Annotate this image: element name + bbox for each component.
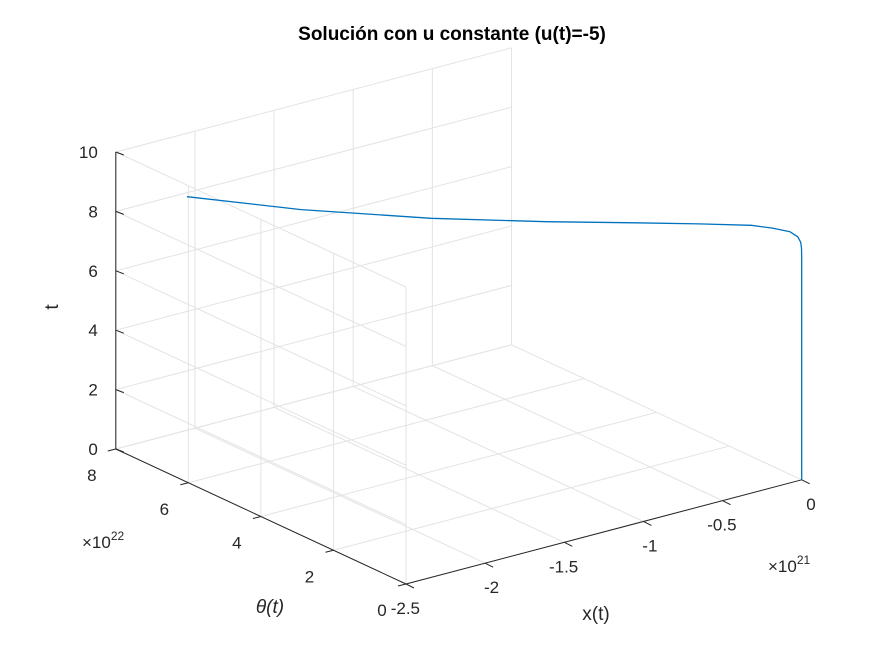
z-tick <box>115 448 124 453</box>
grid-line <box>115 270 407 407</box>
z-axis-label: t <box>42 304 63 310</box>
x-axis-line <box>405 479 802 585</box>
z-tick-label: 10 <box>79 143 98 162</box>
x-tick-label: 0 <box>806 495 815 514</box>
axis-layer <box>107 151 810 589</box>
x-exponent-label: ×1021 <box>768 553 811 576</box>
y-tick <box>397 583 407 587</box>
x-tick <box>801 479 810 485</box>
y-tick-label: 6 <box>160 500 169 519</box>
x-tick-label: -1 <box>642 536 657 555</box>
grid-line <box>115 329 407 466</box>
y-axis-label: θ(t) <box>256 597 284 618</box>
y-tick-label: 2 <box>305 567 314 586</box>
z-tick-label: 6 <box>88 262 97 281</box>
x-tick-label: -0.5 <box>707 516 736 535</box>
series-layer <box>186 196 803 480</box>
y-tick <box>325 549 334 553</box>
x-tick <box>643 521 652 526</box>
grid-line <box>115 210 407 347</box>
y-tick-label: 4 <box>232 534 241 553</box>
grid-line <box>115 344 512 450</box>
x-tick <box>564 541 573 547</box>
x-tick-label: -1.5 <box>549 557 578 576</box>
x-tick-label: -2.5 <box>391 599 420 618</box>
y-tick-label: 8 <box>87 466 96 485</box>
y-tick <box>252 516 262 519</box>
z-tick-label: 2 <box>88 381 97 400</box>
x-tick-label: -2 <box>484 578 499 597</box>
x-axis-label: x(t) <box>582 604 609 625</box>
x-tick <box>405 583 415 589</box>
grid-line <box>115 47 512 153</box>
y-tick <box>180 482 189 486</box>
z-tick <box>115 329 124 334</box>
grid-line <box>115 151 407 288</box>
z-tick-label: 0 <box>88 440 97 459</box>
z-tick-label: 4 <box>88 321 97 340</box>
z-tick <box>115 151 124 156</box>
z-tick <box>115 389 124 394</box>
grid-line <box>115 225 512 331</box>
y-exponent-label: ×1022 <box>82 529 125 552</box>
x-tick <box>484 562 494 568</box>
grid-line <box>260 411 657 517</box>
y-tick <box>107 448 116 452</box>
grid-line <box>115 166 512 272</box>
z-tick-label: 8 <box>88 202 97 221</box>
label-layer: Solución con u constante (u(t)=-5) x(t) … <box>42 24 816 625</box>
y-tick-label: 0 <box>377 601 386 620</box>
x-tick <box>722 500 731 506</box>
series-line <box>186 196 803 480</box>
grid-line <box>115 106 512 212</box>
grid-line <box>333 445 730 551</box>
z-tick <box>115 210 124 215</box>
chart-title: Solución con u constante (u(t)=-5) <box>298 24 606 45</box>
grid-layer <box>115 47 802 585</box>
grid-line <box>115 389 407 526</box>
grid-line <box>188 378 585 484</box>
z-tick <box>115 270 124 275</box>
grid-line <box>115 284 512 391</box>
